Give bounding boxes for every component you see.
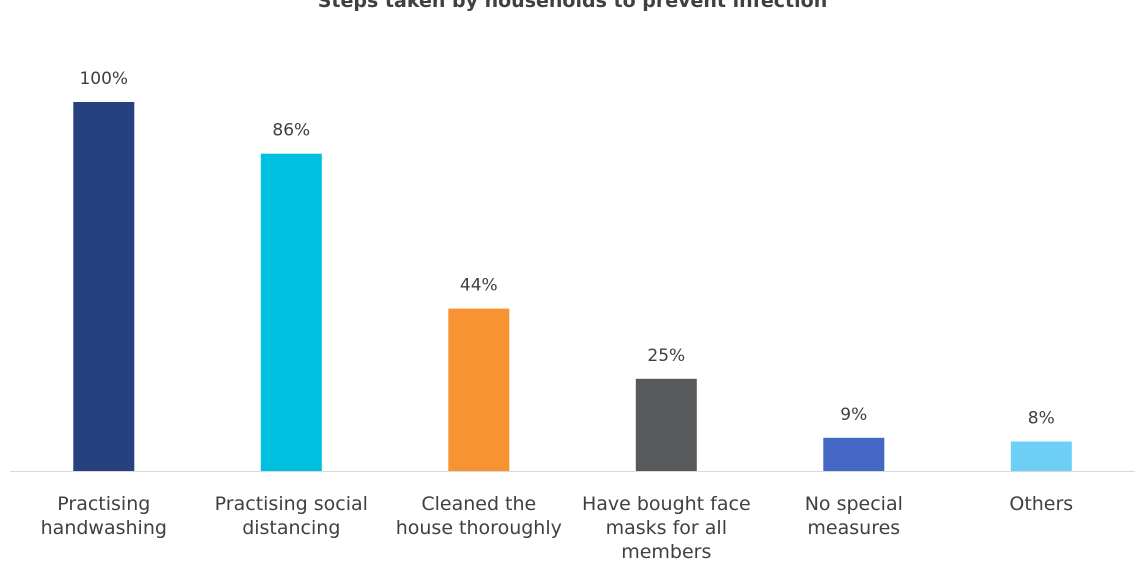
chart-title: Steps taken by households to prevent inf…: [317, 0, 828, 12]
category-label-line: Have bought face: [582, 493, 751, 515]
category-label-line: Practising social: [215, 493, 368, 515]
bar-4: [635, 378, 697, 472]
data-label-2: 86%: [272, 121, 310, 141]
category-label-line: masks for all: [606, 517, 727, 539]
category-label-line: handwashing: [41, 517, 167, 539]
category-label-line: measures: [807, 517, 900, 539]
category-label-1: Practising handwashing: [41, 493, 167, 539]
category-label-line: No special: [805, 493, 903, 515]
data-label-4: 25%: [647, 346, 685, 366]
category-label-line: Others: [1009, 493, 1073, 515]
data-label-6: 8%: [1028, 409, 1055, 429]
category-label-line: house thoroughly: [396, 517, 562, 539]
bar-6: [1010, 441, 1072, 471]
category-label-line: distancing: [242, 517, 340, 539]
chart-title-region: Steps taken by households to prevent inf…: [0, 0, 1145, 16]
bar-3: [448, 308, 510, 471]
category-label-6: Others: [1009, 493, 1073, 515]
bar-1: [73, 102, 135, 471]
data-label-3: 44%: [460, 276, 498, 296]
data-label-1: 100%: [79, 69, 128, 89]
data-label-5: 9%: [840, 405, 867, 425]
category-label-3: Cleaned the house thoroughly: [396, 493, 562, 539]
category-label-line: Practising: [57, 493, 150, 515]
category-label-4: Have bought face masks for all members: [582, 493, 751, 563]
category-label-5: No special measures: [805, 493, 903, 539]
bar-5: [823, 437, 885, 471]
category-label-2: Practising social distancing: [215, 493, 368, 539]
category-label-line: Cleaned the: [421, 493, 536, 515]
category-label-line: members: [621, 541, 711, 563]
bar-2: [260, 153, 322, 471]
